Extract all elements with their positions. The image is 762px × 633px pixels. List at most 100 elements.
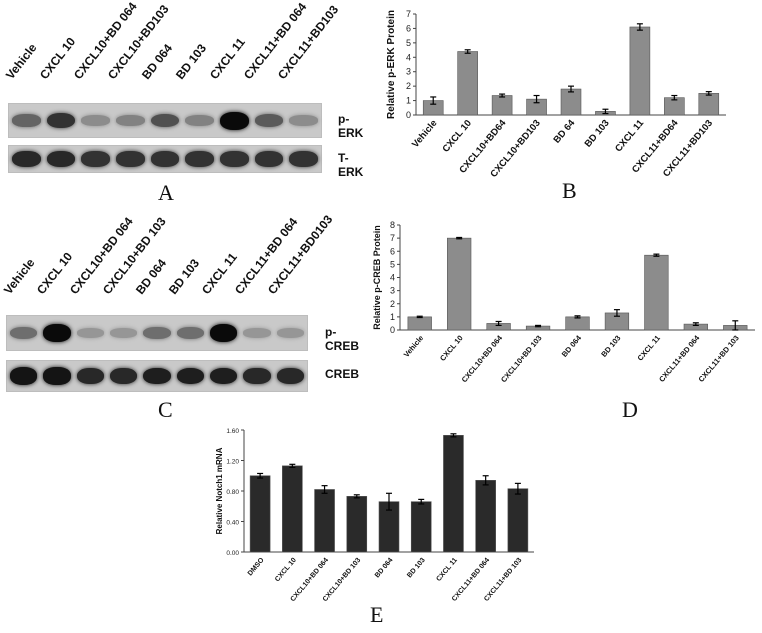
lane-label-cxcl11-bd103: CXCL11+BD103 bbox=[274, 2, 342, 83]
band-creb-4 bbox=[110, 367, 138, 385]
blot-label-creb: CREB bbox=[325, 367, 360, 381]
blot-label-t-erk: T-ERK bbox=[338, 151, 364, 179]
bar-cxcl11-bd103 bbox=[698, 93, 720, 116]
lane-label-cxcl10-bd103: CXCL10+BD103 bbox=[104, 2, 172, 82]
bar-dmso bbox=[249, 475, 271, 553]
band-creb-1 bbox=[10, 367, 38, 385]
chart-d-svg: 0 1 2 3 4 5 6 7 8 Relative p-CREB Protein Vehicle C… bbox=[372, 220, 755, 385]
y-axis-title: Relative p-CREB Protein bbox=[372, 225, 382, 330]
y-tick-label: 6 bbox=[406, 23, 411, 33]
band-p-creb-8 bbox=[243, 328, 271, 338]
blot-label-p-creb: p-CREB bbox=[325, 325, 360, 353]
bar-vehicle bbox=[407, 316, 432, 331]
band-p-creb-5 bbox=[143, 327, 171, 339]
y-tick-label: 5 bbox=[390, 259, 395, 269]
panel-letter-a: A bbox=[158, 180, 174, 205]
band-t-erk-5 bbox=[150, 151, 180, 167]
band-p-creb-7 bbox=[210, 324, 238, 342]
panel-letter-c: C bbox=[158, 397, 173, 422]
lane-label-bd-064: BD 064 bbox=[132, 256, 170, 297]
lane-label-vehicle: Vehicle bbox=[2, 40, 40, 82]
blot-strip-p-erk bbox=[8, 103, 322, 138]
band-t-erk-2 bbox=[46, 150, 76, 168]
band-p-creb-6 bbox=[176, 327, 204, 339]
bar-bd-103 bbox=[410, 501, 432, 553]
x-tick-label-bd-64: BD 64 bbox=[552, 117, 578, 145]
western-blot-panel-c: Vehicle CXCL 10 CXCL10+BD 064 CXCL10+BD 103… bbox=[0, 212, 370, 425]
band-t-erk-4 bbox=[116, 151, 145, 167]
band-t-erk-8 bbox=[254, 151, 284, 167]
band-p-erk-9 bbox=[289, 115, 318, 126]
x-tick-label-cxcl10-bd-064: CXCL10+BD 064 bbox=[460, 333, 505, 384]
x-tick-label-cxcl11-bd-103: CXCL11+BD 103 bbox=[697, 334, 741, 384]
x-tick-label-vehicle: Vehicle bbox=[410, 118, 439, 150]
x-tick-label-dmso: DMSO bbox=[247, 556, 266, 577]
bar-cxcl10-bd-103 bbox=[346, 496, 368, 553]
x-tick-label-cxcl-11: CXCL 11 bbox=[435, 557, 459, 583]
bar-chart-panel-b: 0 1 2 3 4 5 6 7 Relative p-ERK Protein Vehicle CXC… bbox=[380, 0, 762, 210]
bar-cxcl10-bd-064 bbox=[314, 489, 335, 553]
y-axis-title: Relative Notch1 mRNA bbox=[215, 447, 224, 534]
x-tick-label-cxcl-11: CXCL 11 bbox=[613, 117, 647, 154]
bar-chart-panel-e: 0.00 0.40 0.80 1.20 1.60 Relative Notch1 mRNA… bbox=[200, 420, 560, 628]
panel-letter-e: E bbox=[370, 602, 384, 627]
bar-bd-64 bbox=[560, 88, 582, 116]
x-tick-label-cxcl11-bd-064: CXCL11+BD 064 bbox=[657, 333, 702, 384]
western-blot-panel-a: Vehicle CXCL 10 CXCL10+BD 064 CXCL10+BD103 B… bbox=[0, 0, 370, 210]
bar-cxcl-10 bbox=[457, 51, 478, 116]
y-tick-label: 1 bbox=[390, 312, 395, 322]
blot-label-p-erk: p-ERK bbox=[338, 112, 364, 140]
lane-label-bd-103: BD 103 bbox=[172, 41, 210, 82]
band-creb-5 bbox=[143, 367, 171, 385]
x-tick-label-bd-103: BD 103 bbox=[599, 334, 622, 359]
lane-label-bd-064: BD 064 bbox=[138, 41, 176, 82]
y-tick-label: 0 bbox=[406, 110, 411, 120]
bar-cxcl10-bd64 bbox=[491, 95, 513, 116]
bar-chart-panel-d: 0 1 2 3 4 5 6 7 8 Relative p-CREB Protein Vehicle C… bbox=[370, 215, 762, 425]
y-tick-label: 4 bbox=[390, 273, 395, 283]
band-p-creb-4 bbox=[110, 328, 138, 338]
chart-e-svg: 0.00 0.40 0.80 1.20 1.60 Relative Notch1 mRNA… bbox=[215, 428, 534, 603]
band-p-creb-9 bbox=[276, 328, 304, 338]
y-tick-label: 0.80 bbox=[226, 489, 239, 496]
y-tick-label: 0.00 bbox=[226, 550, 239, 557]
band-creb-8 bbox=[243, 367, 271, 385]
x-tick-label-cxcl10-bd-103: CXCL10+BD 103 bbox=[499, 334, 544, 385]
x-tick-label-bd-103: BD 103 bbox=[583, 118, 612, 150]
y-tick-label: 7 bbox=[406, 9, 411, 19]
band-creb-7 bbox=[210, 367, 238, 385]
bar-cxcl-11 bbox=[644, 254, 669, 331]
bar-cxcl-10 bbox=[282, 465, 303, 553]
bar-cxcl-11 bbox=[443, 435, 464, 553]
panel-letter-d: D bbox=[622, 397, 638, 422]
lane-label-bd-103: BD 103 bbox=[165, 256, 203, 297]
bar-cxcl-11 bbox=[629, 26, 651, 116]
y-tick-label: 0.40 bbox=[226, 520, 239, 527]
band-creb-2 bbox=[43, 367, 71, 385]
band-p-creb-1 bbox=[10, 327, 38, 339]
band-creb-6 bbox=[176, 367, 204, 385]
band-p-creb-3 bbox=[76, 328, 104, 338]
band-t-erk-3 bbox=[81, 151, 110, 167]
x-tick-label-cxcl-10: CXCL 10 bbox=[274, 557, 298, 584]
y-tick-label: 1 bbox=[406, 96, 411, 106]
band-t-erk-6 bbox=[185, 151, 214, 167]
lane-label-cxcl-11: CXCL 11 bbox=[206, 35, 248, 82]
band-t-erk-9 bbox=[289, 151, 318, 167]
y-tick-label: 7 bbox=[390, 233, 395, 243]
y-tick-label: 6 bbox=[390, 246, 395, 256]
band-p-creb-2 bbox=[43, 324, 71, 342]
blot-strip-t-erk bbox=[8, 145, 322, 173]
band-creb-3 bbox=[76, 367, 104, 385]
y-tick-label: 1.60 bbox=[226, 428, 239, 435]
bar-cxcl11-bd-103 bbox=[507, 488, 529, 553]
band-creb-9 bbox=[276, 367, 304, 385]
x-tick-label-cxcl-10: CXCL 10 bbox=[438, 334, 465, 363]
y-tick-label: 2 bbox=[406, 81, 411, 91]
y-tick-label: 8 bbox=[390, 220, 395, 230]
y-tick-label: 2 bbox=[390, 299, 395, 309]
x-tick-label-bd-064: BD 064 bbox=[374, 557, 395, 580]
band-p-erk-5 bbox=[150, 113, 180, 128]
x-tick-label-bd-103: BD 103 bbox=[406, 557, 427, 580]
